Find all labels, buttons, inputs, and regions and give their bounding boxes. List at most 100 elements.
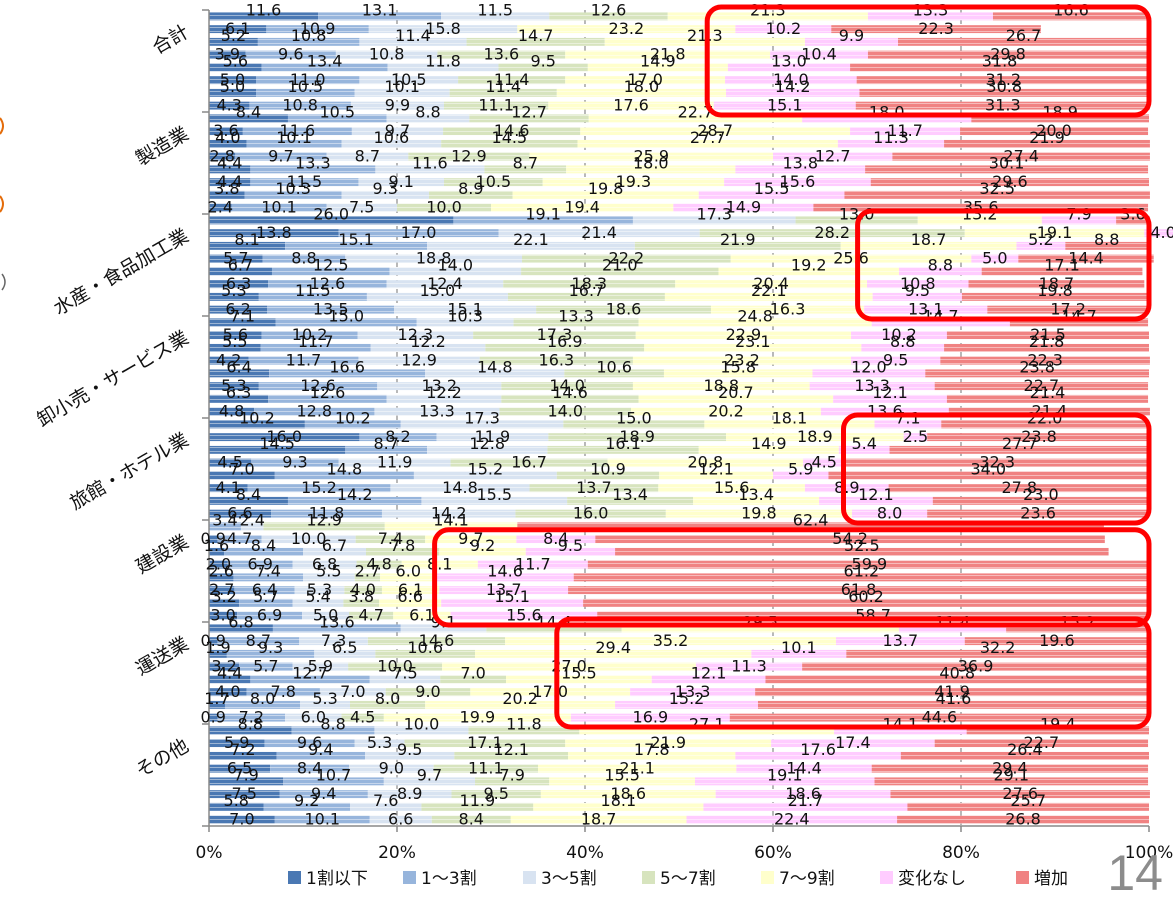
data-label: 6.1 <box>225 19 250 38</box>
bar-segment <box>587 63 728 72</box>
data-label: 28.7 <box>697 121 733 140</box>
bar-segment <box>209 394 269 403</box>
data-label: 12.8 <box>296 402 332 421</box>
bar-segment <box>565 76 726 85</box>
data-label: 19.9 <box>460 708 496 727</box>
data-label: 17.0 <box>627 70 663 89</box>
data-label: 18.1 <box>601 791 637 810</box>
data-label: 29.5 <box>742 612 778 631</box>
bar-segment <box>408 152 530 161</box>
bar-segment <box>302 611 350 620</box>
data-label: 11.9 <box>460 791 496 810</box>
bar-segment <box>1116 216 1150 225</box>
data-label: 13.0 <box>839 204 875 223</box>
bar-segment <box>499 407 632 416</box>
data-label: 7.6 <box>373 791 398 810</box>
data-label: 13.7 <box>486 580 522 599</box>
data-label: 12.3 <box>398 325 434 344</box>
legend-swatch <box>288 871 301 884</box>
data-label: 10.2 <box>766 19 802 38</box>
bar-segment <box>209 573 234 582</box>
data-label: 18.7 <box>1039 274 1075 293</box>
legend: 1割以下 1〜3割 3〜5割 5〜7割 7〜9割 変化なし 増加 <box>288 869 1068 889</box>
bar-segment <box>224 700 301 709</box>
data-label: 6.8 <box>312 555 337 574</box>
bar-segment <box>427 445 548 454</box>
bar-segment <box>898 37 1149 46</box>
data-label: 21.8 <box>650 45 686 64</box>
bar-segment <box>442 662 696 671</box>
bar-segment <box>237 611 303 620</box>
data-label: 11.4 <box>485 77 521 96</box>
bar-segment <box>209 37 258 46</box>
data-label: 22.1 <box>513 230 549 249</box>
bar-segment <box>401 560 478 569</box>
data-label: 5.7 <box>253 587 278 606</box>
data-label: 12.6 <box>310 383 346 402</box>
data-label: 10.7 <box>316 765 352 784</box>
data-label: 15.6 <box>714 478 750 497</box>
data-label: 36.9 <box>958 657 994 676</box>
data-label: 10.1 <box>781 638 817 657</box>
data-label: 19.8 <box>588 179 624 198</box>
data-label: 11.4 <box>935 612 971 631</box>
slide-number: 14 <box>1107 845 1163 901</box>
bar-segment <box>209 815 275 824</box>
data-label: 22.3 <box>1027 351 1063 370</box>
bar-segment <box>272 624 401 633</box>
bar-segment <box>209 700 225 709</box>
bar-segment <box>235 152 327 161</box>
legend-swatch <box>403 871 416 884</box>
data-label: 14.7 <box>518 26 554 45</box>
data-label: 14.9 <box>751 434 787 453</box>
bar-segment <box>946 331 1149 340</box>
data-label: 15.1 <box>338 230 374 249</box>
data-label: 2.4 <box>208 198 233 217</box>
data-label: 14.5 <box>492 128 528 147</box>
data-label: 4.1 <box>216 478 241 497</box>
data-label: 8.8 <box>890 332 915 351</box>
data-label: 40.8 <box>939 663 975 682</box>
bar-segment <box>209 777 284 786</box>
data-label: 17.3 <box>464 408 500 427</box>
bar-segment <box>209 369 270 378</box>
bar-segment <box>351 127 444 136</box>
data-label: 10.4 <box>801 45 837 64</box>
bar-segment <box>513 318 639 327</box>
data-label: 15.1 <box>494 587 530 606</box>
data-label: 6.1 <box>398 580 423 599</box>
bar-segment <box>231 203 327 212</box>
bar-segment <box>209 598 240 607</box>
data-label: 4.2 <box>216 351 241 370</box>
data-label: 21.9 <box>720 230 756 249</box>
bar-segment <box>675 280 867 289</box>
bar-segment <box>568 751 736 760</box>
bar-segment <box>217 535 262 544</box>
data-label: 4.7 <box>227 529 252 548</box>
data-label: 11.7 <box>298 332 334 351</box>
data-label: 10.1 <box>261 198 297 217</box>
bar-segment <box>632 382 810 391</box>
bar-segment <box>630 688 756 697</box>
bar-segment <box>209 229 339 238</box>
bar-segment <box>529 152 773 161</box>
bar-segment <box>934 739 1149 748</box>
data-label: 5.5 <box>316 561 341 580</box>
data-label: 20.7 <box>718 383 754 402</box>
bar-segment <box>522 254 731 263</box>
data-label: 3.9 <box>215 45 240 64</box>
data-label: 5.3 <box>312 689 337 708</box>
data-label: 14.6 <box>419 631 455 650</box>
data-label: 11.6 <box>412 153 448 172</box>
bar-segment <box>349 764 434 773</box>
data-label: 12.7 <box>292 663 328 682</box>
bar-segment <box>897 815 1149 824</box>
bar-segment <box>209 535 218 544</box>
data-label: 11.4 <box>395 26 431 45</box>
data-label: 14.6 <box>487 561 523 580</box>
data-label: 13.4 <box>738 485 774 504</box>
data-label: 25.6 <box>833 249 869 268</box>
bar-segment <box>250 675 370 684</box>
data-label: 60.2 <box>848 587 884 606</box>
bar-segment <box>261 63 388 72</box>
